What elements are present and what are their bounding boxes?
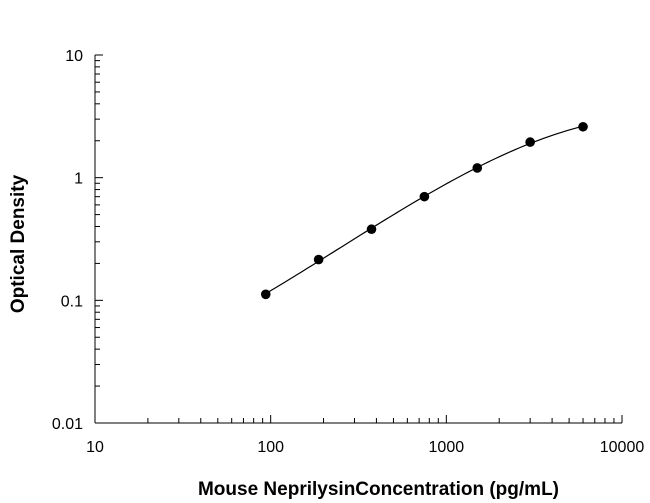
data-point: [472, 163, 483, 173]
fit-curve: [265, 125, 584, 295]
x-axis-title: Mouse NeprilysinConcentration (pg/mL): [198, 479, 559, 500]
x-tick-label: 10: [86, 439, 104, 456]
x-tick-label: 1000: [429, 439, 465, 456]
y-tick-label: 0.1: [61, 293, 83, 310]
data-point: [578, 121, 588, 132]
x-tick-label: 100: [257, 439, 284, 456]
data-point: [313, 254, 324, 265]
data-point: [419, 191, 430, 202]
data-point: [525, 137, 535, 147]
y-axis-title: Optical Density: [8, 174, 29, 313]
y-tick-label: 1: [74, 171, 83, 188]
y-tick-label: 10: [65, 48, 83, 65]
data-points: [260, 121, 588, 300]
x-tick-label: 10000: [600, 439, 645, 456]
data-point: [366, 224, 377, 235]
tick-marks: [94, 54, 623, 424]
axes: [94, 55, 622, 424]
tick-labels: 10 100 1000 10000 0.01 0.1 1 10: [52, 48, 644, 456]
y-tick-label: 0.01: [52, 416, 83, 433]
data-point: [260, 289, 271, 300]
